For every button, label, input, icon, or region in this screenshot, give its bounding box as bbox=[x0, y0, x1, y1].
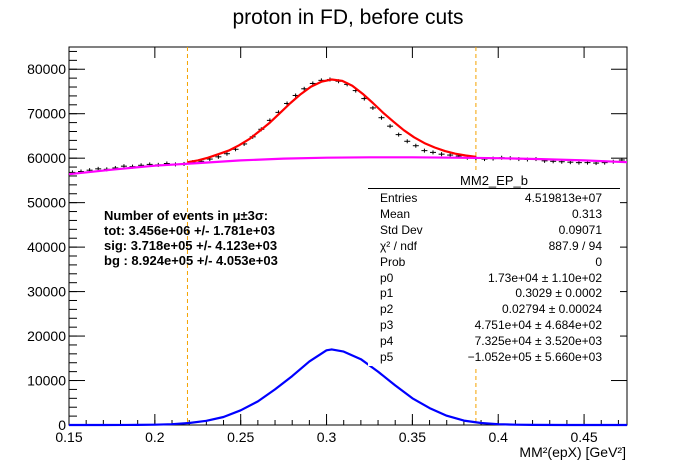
stats-key: p1 bbox=[380, 286, 394, 301]
stats-value: 0.02794 ± 0.00024 bbox=[501, 302, 602, 317]
stats-key: Entries bbox=[380, 191, 418, 205]
stats-key: Std Dev bbox=[380, 222, 423, 237]
series-line bbox=[187, 78, 477, 164]
stats-row: Entries 4.519813e+07 bbox=[380, 191, 602, 207]
stats-value: 0.313 bbox=[571, 206, 602, 221]
y-tick-label: 20000 bbox=[27, 328, 66, 344]
stats-key: Prob bbox=[380, 254, 406, 269]
x-axis-title: MM²(epX) [GeV²] bbox=[519, 444, 626, 460]
stats-row: p0 1.73e+04 ± 1.10e+02 bbox=[380, 271, 602, 287]
event-counts-signal: sig: 3.718e+05 +/- 4.123e+03 bbox=[104, 238, 278, 253]
stats-key: p2 bbox=[380, 302, 394, 317]
y-tick-label: 70000 bbox=[27, 106, 66, 122]
y-tick-label: 80000 bbox=[27, 61, 66, 77]
stats-box: MM2_EP_b Entries 4.519813e+07 Mean 0.313 Std… bbox=[368, 173, 620, 366]
stats-value: 7.325e+04 ± 3.520e+03 bbox=[474, 334, 602, 349]
series-line bbox=[68, 156, 628, 176]
stats-row: p4 7.325e+04 ± 3.520e+03 bbox=[380, 334, 602, 350]
event-counts-box: Number of events in μ±3σ: tot: 3.456e+06… bbox=[104, 208, 278, 268]
stats-key: p4 bbox=[380, 334, 394, 349]
stats-row: p5 −1.052e+05 ± 5.660e+03 bbox=[380, 350, 602, 366]
stats-key: p3 bbox=[380, 318, 394, 333]
x-tick-label: 0.25 bbox=[227, 429, 254, 445]
stats-row: p3 4.751e+04 ± 4.684e+02 bbox=[380, 318, 602, 334]
x-tick-label: 0.2 bbox=[145, 429, 165, 445]
stats-value: 4.519813e+07 bbox=[524, 191, 602, 205]
stats-box-title: MM2_EP_b bbox=[368, 173, 620, 188]
x-tick-label: 0.35 bbox=[399, 429, 426, 445]
stats-key: χ² / ndf bbox=[380, 238, 417, 253]
x-tick-label: 0.4 bbox=[488, 429, 508, 445]
event-counts-heading: Number of events in μ±3σ: bbox=[104, 208, 269, 223]
stats-row: Prob 0 bbox=[380, 255, 602, 271]
stats-value: 0 bbox=[595, 254, 602, 269]
stats-row: Mean 0.313 bbox=[380, 207, 602, 223]
chart-title: proton in FD, before cuts bbox=[232, 6, 464, 29]
x-tick-label: 0.45 bbox=[570, 429, 597, 445]
event-counts-total: tot: 3.456e+06 +/- 1.781e+03 bbox=[104, 223, 275, 238]
stats-row: Std Dev 0.09071 bbox=[380, 223, 602, 239]
y-tick-label: 60000 bbox=[27, 150, 66, 166]
y-tick-label: 10000 bbox=[27, 373, 66, 389]
x-tick-label: 0.15 bbox=[55, 429, 82, 445]
x-tick-label: 0.3 bbox=[317, 429, 337, 445]
stats-key: p0 bbox=[380, 270, 394, 285]
series-line bbox=[69, 348, 627, 427]
stats-value: 0.09071 bbox=[558, 222, 602, 237]
y-tick-label: 30000 bbox=[27, 284, 66, 300]
stats-value: 0.3029 ± 0.0002 bbox=[515, 286, 602, 301]
stats-value: 887.9 / 94 bbox=[548, 238, 602, 253]
event-counts-background: bg : 8.924e+05 +/- 4.053e+03 bbox=[104, 253, 278, 268]
stats-value: −1.052e+05 ± 5.660e+03 bbox=[467, 350, 602, 364]
stats-key: p5 bbox=[380, 350, 394, 364]
stats-value: 4.751e+04 ± 4.684e+02 bbox=[474, 318, 602, 333]
stats-row: p2 0.02794 ± 0.00024 bbox=[380, 302, 602, 318]
stats-value: 1.73e+04 ± 1.10e+02 bbox=[487, 270, 602, 285]
y-tick-label: 50000 bbox=[27, 195, 66, 211]
stats-row: p1 0.3029 ± 0.0002 bbox=[380, 286, 602, 302]
stats-key: Mean bbox=[380, 206, 411, 221]
y-tick-label: 40000 bbox=[27, 239, 66, 255]
stats-row: χ² / ndf 887.9 / 94 bbox=[380, 239, 602, 255]
plot-frame bbox=[68, 46, 628, 426]
y-tick-label: 0 bbox=[58, 417, 66, 433]
